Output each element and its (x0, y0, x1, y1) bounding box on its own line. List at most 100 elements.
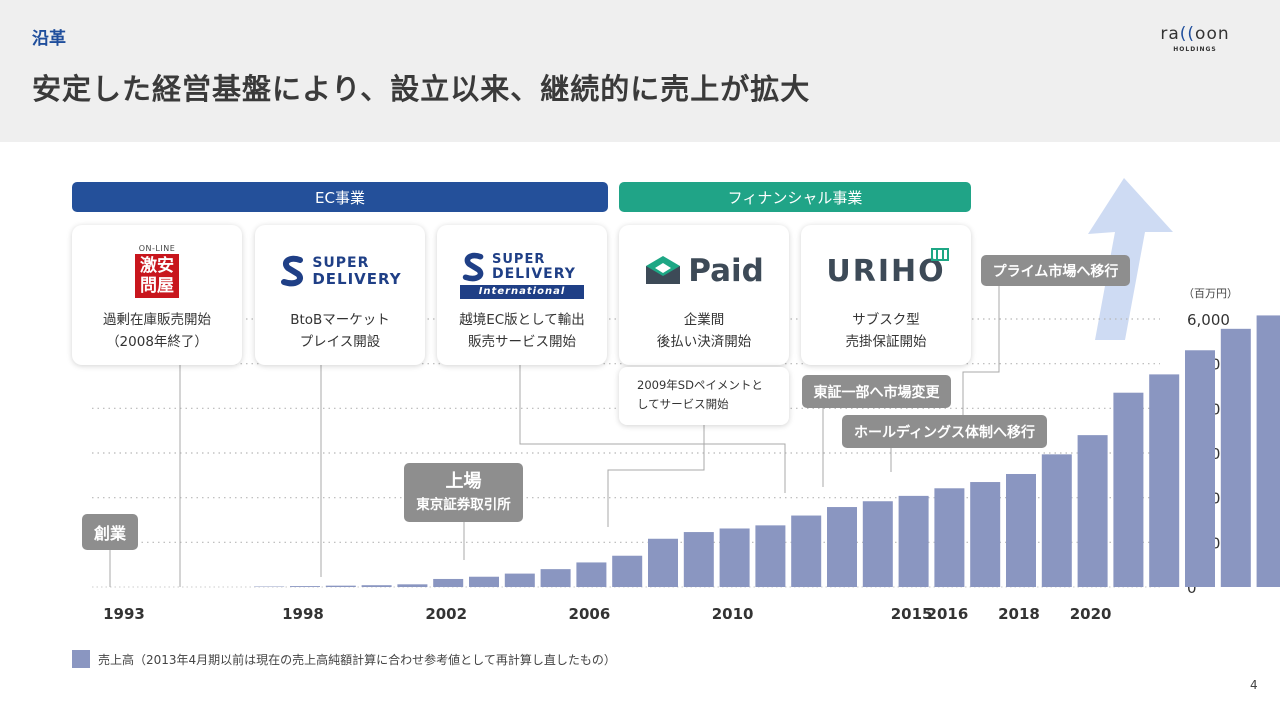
card-line1: 過剰在庫販売開始 (103, 312, 211, 328)
bar-2022 (1149, 374, 1180, 587)
x-tick-label: 2016 (927, 605, 969, 623)
super-delivery-s-icon (281, 255, 304, 287)
bar-2009 (683, 532, 714, 587)
note-line2: してサービス開始 (637, 397, 729, 411)
x-tick-label: 2006 (569, 605, 611, 623)
bar-2006 (576, 562, 607, 587)
legend-swatch (72, 650, 90, 668)
bar-2010 (719, 528, 750, 587)
logo-subtext: HOLDINGS (1173, 46, 1217, 53)
y-tick-label: 6,000 (1187, 311, 1230, 329)
bar-2012 (791, 515, 822, 587)
logo-badge-top: ON-LINE (138, 244, 176, 253)
super-delivery-international-logo: SUPER DELIVERY International (437, 243, 607, 307)
bar-2007 (612, 555, 643, 587)
x-tick-label: 2015 (891, 605, 933, 623)
card-line2: 販売サービス開始 (468, 334, 576, 350)
x-tick-label: 2010 (712, 605, 754, 623)
card-line2: プレイス開設 (299, 334, 381, 350)
growth-arrow-icon (1088, 178, 1173, 340)
prime-leader-line (962, 286, 1000, 443)
bar-2021 (1113, 392, 1144, 587)
bar-2016 (934, 488, 965, 587)
super-delivery-s-icon (462, 252, 484, 282)
finance-business-band: フィナンシャル事業 (619, 182, 971, 212)
logo-line1: SUPER (492, 252, 546, 267)
page-title: 安定した経営基盤により、設立以来、継続的に売上が拡大 (32, 72, 811, 106)
bar-1998 (290, 586, 320, 587)
listing-tag-line1: 上場 (445, 470, 482, 492)
uriho-basket-icon (930, 247, 949, 261)
card-line1: BtoBマーケット (290, 312, 390, 328)
card-gekiyasu-tonya: ON-LINE 激安問屋 過剰在庫販売開始 （2008年終了） (72, 225, 242, 365)
note-line1: 2009年SDペイメントと (637, 378, 763, 392)
bar-2011 (755, 525, 786, 587)
paid-logo: Paid (619, 239, 789, 303)
logo-text-b: oon (1195, 24, 1230, 44)
card3-leader-line (519, 365, 786, 493)
card-paid: Paid 企業間 後払い決済開始 (619, 225, 789, 365)
listing-tag: 上場 東京証券取引所 (404, 463, 523, 522)
card-line2: 後払い決済開始 (656, 334, 752, 350)
bar-2003 (469, 576, 499, 587)
logo-badge-main: 激安問屋 (135, 254, 179, 298)
card-uriho: URIHO サブスク型 売掛保証開始 (801, 225, 971, 365)
note-leader-line (607, 425, 705, 527)
listing-tag-line2: 東京証券取引所 (416, 496, 511, 513)
sd-payment-note: 2009年SDペイメントと してサービス開始 (619, 367, 789, 425)
y-tick-label: 0 (1187, 579, 1197, 597)
bar-2018 (1006, 473, 1036, 587)
bar-2002 (433, 578, 464, 587)
bar-2017 (970, 482, 1001, 587)
gekiyasu-tonya-logo: ON-LINE 激安問屋 (72, 239, 242, 303)
logo-text-a: ra (1160, 24, 1180, 44)
super-delivery-logo: SUPER DELIVERY (255, 239, 425, 303)
card-line1: 企業間 (683, 312, 725, 328)
x-tick-label: 2018 (998, 605, 1040, 623)
card-super-delivery: SUPER DELIVERY BtoBマーケット プレイス開設 (255, 225, 425, 365)
bar-2001 (397, 584, 428, 587)
bar-2024 (1220, 328, 1251, 587)
card-line2: （2008年終了） (106, 334, 208, 350)
y-axis-unit: （百万円） (1183, 287, 1238, 300)
logo-line2: DELIVERY (312, 270, 402, 288)
card-line1: サブスク型 (852, 312, 920, 328)
logo-text: URIHO (826, 253, 946, 289)
legend-label: 売上高（2013年4月期以前は現在の売上高純額計算に合わせ参考値として再計算し直… (98, 652, 616, 667)
bar-2025 (1256, 315, 1280, 587)
logo-line3: International (460, 285, 584, 299)
x-tick-label: 2020 (1070, 605, 1112, 623)
bar-1999 (325, 585, 356, 587)
card-super-delivery-international: SUPER DELIVERY International 越境EC版として輸出 … (437, 225, 607, 365)
x-tick-label: 1993 (103, 605, 145, 623)
bar-2020 (1077, 435, 1108, 587)
ec-business-band: EC事業 (72, 182, 608, 212)
page-number: 4 (1250, 678, 1258, 692)
founding-tag: 創業 (82, 514, 138, 550)
uriho-logo: URIHO (801, 239, 971, 303)
bar-2019 (1041, 454, 1072, 587)
logo-line2: DELIVERY (492, 266, 576, 282)
bar-2005 (540, 569, 571, 587)
logo-text-paren: (( (1179, 24, 1196, 44)
bar-2008 (648, 538, 678, 587)
paid-envelope-icon (646, 256, 681, 284)
bar-2000 (361, 585, 392, 587)
section-label: 沿革 (32, 29, 66, 49)
prime-market-tag: プライム市場へ移行 (981, 255, 1130, 286)
bar-2004 (504, 573, 535, 587)
x-tick-label: 1998 (282, 605, 324, 623)
logo-line1: SUPER (312, 255, 370, 271)
card-line2: 売掛保証開始 (845, 334, 927, 350)
bar-2023 (1185, 350, 1215, 587)
raccoon-holdings-logo: ra((oon HOLDINGS (1150, 24, 1240, 53)
bar-2013 (827, 507, 857, 587)
header-area: 沿革 安定した経営基盤により、設立以来、継続的に売上が拡大 ra((oon HO… (0, 0, 1280, 142)
logo-text: Paid (688, 253, 764, 289)
chart-legend: 売上高（2013年4月期以前は現在の売上高純額計算に合わせ参考値として再計算し直… (72, 650, 616, 668)
bar-2015 (898, 495, 929, 587)
tosho-first-section-tag: 東証一部へ市場変更 (802, 375, 951, 408)
holdings-structure-tag: ホールディングス体制へ移行 (842, 415, 1047, 448)
card-line1: 越境EC版として輸出 (459, 312, 585, 328)
